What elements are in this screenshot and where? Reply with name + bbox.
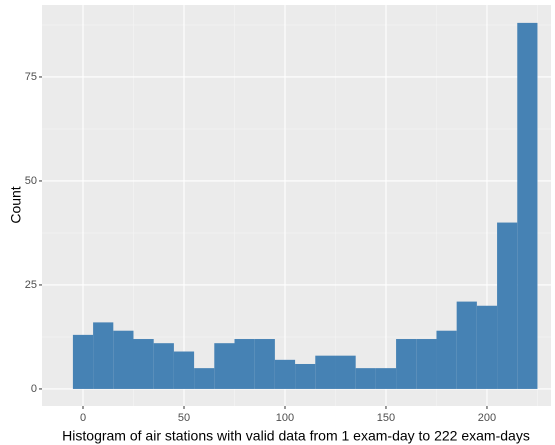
- x-axis-title: Histogram of air stations with valid dat…: [62, 428, 530, 444]
- bar: [315, 355, 336, 389]
- bar: [456, 301, 477, 389]
- x-tick-label: 0: [80, 412, 86, 424]
- bar: [295, 363, 316, 389]
- bar: [254, 339, 275, 389]
- x-tick-label: 100: [276, 412, 294, 424]
- bar: [133, 339, 154, 389]
- x-tick-label: 200: [478, 412, 496, 424]
- bar: [274, 359, 296, 389]
- x-tick-label: 150: [377, 412, 395, 424]
- y-tick-label: 25: [25, 279, 37, 291]
- bar: [517, 22, 538, 389]
- bar: [335, 355, 356, 389]
- bars: [72, 22, 538, 389]
- bar: [436, 330, 457, 389]
- y-tick-label: 75: [25, 71, 37, 83]
- bar: [214, 343, 235, 389]
- bar: [396, 339, 417, 389]
- x-tick-label: 50: [178, 412, 190, 424]
- bar: [194, 368, 215, 389]
- y-tick-label: 50: [25, 175, 37, 187]
- bar: [173, 351, 195, 389]
- bar: [72, 334, 94, 389]
- y-axis-title: Count: [8, 186, 24, 223]
- bar: [234, 339, 255, 389]
- bar: [93, 322, 114, 389]
- bar: [355, 368, 376, 389]
- bar: [416, 339, 437, 389]
- bar: [153, 343, 174, 389]
- bar: [113, 330, 134, 389]
- bar: [476, 305, 498, 389]
- bar: [375, 368, 397, 389]
- y-tick-label: 0: [31, 383, 37, 395]
- bar: [497, 222, 518, 389]
